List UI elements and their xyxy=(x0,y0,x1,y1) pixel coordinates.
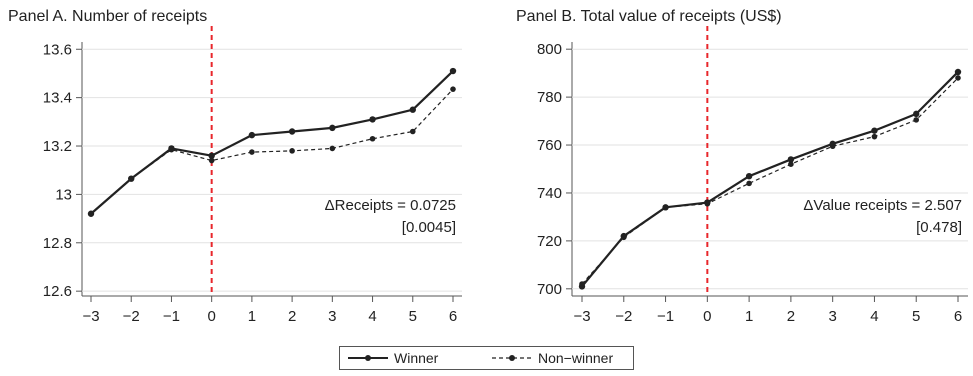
panel-b-series-winner-line xyxy=(581,71,959,288)
panel-a-series-winner-point xyxy=(409,106,416,113)
panel-a-series-nonwinner-point xyxy=(409,128,416,135)
panel-b-x-tick-label: 3 xyxy=(828,308,836,325)
panel-a-x-tick-label: 4 xyxy=(368,308,376,325)
panel-b-series-winner-point xyxy=(578,283,586,290)
panel-b-series-winner-point xyxy=(745,172,753,180)
panel-b-series-nonwinner-point xyxy=(788,161,794,168)
panel-b-title: Panel B. Total value of receipts (US$) xyxy=(516,8,782,25)
panel-a-y-tick-label: 13 xyxy=(55,186,72,203)
panel-b-series-nonwinner-point xyxy=(871,133,878,140)
panel-b-series-winner-point xyxy=(954,68,962,76)
panel-a-series-winner-line xyxy=(90,70,454,215)
panel-b-x-tick-label: 6 xyxy=(954,308,962,325)
panel-a-x-tick-label: 6 xyxy=(449,308,457,325)
panel-a-series-winner-point xyxy=(168,145,175,152)
panel-a-series-winner-point xyxy=(369,116,376,123)
panel-a-x-tick-label: 5 xyxy=(409,308,417,325)
panel-a-y-tick-label: 13.6 xyxy=(43,41,72,58)
panel-a-series-winner-point xyxy=(87,210,95,217)
panel-a-x-tick-label: −3 xyxy=(82,308,99,325)
legend: Winner Non−winner xyxy=(339,346,634,370)
panel-a-annotation-estimate: ΔReceipts = 0.0725 xyxy=(325,197,456,214)
panel-b-series-winner-point xyxy=(871,127,878,134)
panel-b-x-tick-label: 5 xyxy=(912,308,920,325)
panel-a-series-nonwinner-point xyxy=(450,86,456,92)
panel-b-x-tick-label: −3 xyxy=(573,308,590,325)
panel-a-annotation-se: [0.0045] xyxy=(402,219,456,236)
panel-b-x-tick-label: 1 xyxy=(745,308,753,325)
panel-a-series-nonwinner-point xyxy=(208,157,215,164)
panel-a-series-winner-point xyxy=(208,152,215,159)
panel-b-series-winner-point xyxy=(787,156,795,163)
panel-a-x-tick-label: 0 xyxy=(207,308,215,325)
panel-b-series-nonwinner-line xyxy=(581,77,959,285)
panel-a-y-tick-label: 13.4 xyxy=(43,90,72,107)
panel-b-annotation-se: [0.478] xyxy=(916,219,962,236)
panel-a-x-tick-label: 1 xyxy=(248,308,256,325)
panel-a-series-nonwinner-point xyxy=(369,135,376,142)
panel-b-y-tick-label: 740 xyxy=(537,185,562,202)
panel-b-annotation-estimate: ΔValue receipts = 2.507 xyxy=(803,197,962,214)
panel-a-y-tick-label: 12.8 xyxy=(43,235,72,252)
panel-a-series-winner-point xyxy=(449,67,457,75)
panel-a-y-tick-label: 13.2 xyxy=(43,138,72,155)
panel-b-x-tick-label: 2 xyxy=(787,308,795,325)
panel-b-y-tick-label: 760 xyxy=(537,137,562,154)
legend-swatch-nonwinner xyxy=(492,355,532,361)
legend-swatch-winner xyxy=(348,355,388,361)
panel-a-series-nonwinner-line xyxy=(90,88,454,215)
panel-b-y-tick-label: 720 xyxy=(537,233,562,250)
panel-b-series-nonwinner-point xyxy=(955,75,961,81)
panel-b-x-tick-label: −1 xyxy=(657,308,674,325)
panel-b-series-winner-point xyxy=(829,140,836,148)
panel-a-series-winner-point xyxy=(288,128,296,135)
panel-b-series-winner-point xyxy=(620,232,627,240)
panel-b-series-nonwinner-point xyxy=(746,180,752,187)
panel-a-series-nonwinner-point xyxy=(329,145,336,152)
legend-label-nonwinner: Non−winner xyxy=(538,350,614,366)
panel-b-y-tick-label: 780 xyxy=(537,89,562,106)
panel-b-series-winner-point xyxy=(662,204,669,211)
panel-a-series-winner-point xyxy=(128,175,135,182)
panel-a-y-tick-label: 12.6 xyxy=(43,283,72,300)
panel-a-series-nonwinner-point xyxy=(249,149,255,155)
panel-a-series-winner-point xyxy=(248,131,256,139)
panel-a-x-tick-label: −2 xyxy=(123,308,140,325)
panel-b-x-tick-label: 0 xyxy=(703,308,711,325)
panel-b-series-winner-point xyxy=(913,110,920,118)
panel-b-y-tick-label: 800 xyxy=(537,41,562,58)
panel-b-x-tick-label: 4 xyxy=(870,308,878,325)
panel-b-series-nonwinner-point xyxy=(913,117,920,123)
panel-b-x-tick-label: −2 xyxy=(615,308,632,325)
panel-a-series-nonwinner-point xyxy=(289,148,295,154)
panel-a-x-tick-label: 2 xyxy=(288,308,296,325)
panel-b-y-tick-label: 700 xyxy=(537,281,562,298)
panel-a-series-winner-point xyxy=(329,124,336,132)
panel-b-series-winner-point xyxy=(704,199,711,206)
legend-label-winner: Winner xyxy=(394,350,439,366)
panel-a-x-tick-label: −1 xyxy=(163,308,180,325)
panel-a-x-tick-label: 3 xyxy=(328,308,336,325)
panel-a-title: Panel A. Number of receipts xyxy=(8,8,208,25)
